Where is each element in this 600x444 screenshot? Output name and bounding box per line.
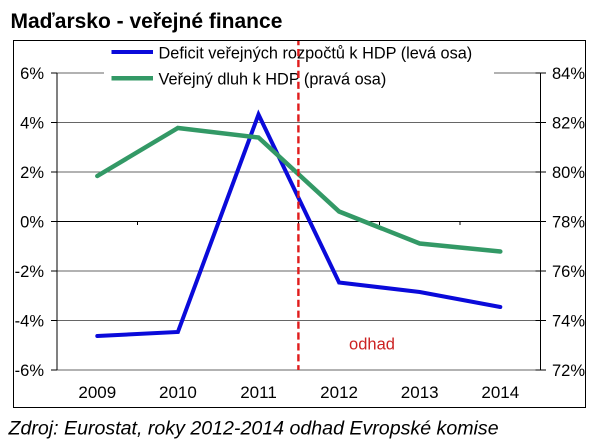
svg-text:Maďarsko - veřejné finance: Maďarsko - veřejné finance — [11, 10, 283, 33]
svg-text:6%: 6% — [20, 65, 44, 83]
svg-text:-2%: -2% — [15, 263, 45, 281]
svg-text:74%: 74% — [552, 313, 585, 331]
svg-text:82%: 82% — [552, 115, 585, 133]
svg-text:78%: 78% — [552, 214, 585, 232]
svg-text:Zdroj: Eurostat, roky 2012-201: Zdroj: Eurostat, roky 2012-2014 odhad Ev… — [8, 418, 499, 440]
svg-text:2010: 2010 — [159, 383, 197, 402]
svg-text:72%: 72% — [552, 362, 585, 380]
svg-text:76%: 76% — [552, 263, 585, 281]
svg-text:2%: 2% — [20, 164, 44, 182]
svg-text:84%: 84% — [552, 65, 585, 83]
svg-text:-6%: -6% — [15, 362, 45, 380]
svg-text:Deficit veřejných rozpočtů k H: Deficit veřejných rozpočtů k HDP (levá o… — [159, 44, 473, 62]
svg-text:2012: 2012 — [320, 383, 358, 402]
svg-text:2011: 2011 — [240, 383, 277, 402]
svg-text:odhad: odhad — [349, 336, 395, 354]
svg-text:Veřejný dluh k HDP (pravá osa): Veřejný dluh k HDP (pravá osa) — [159, 70, 387, 88]
svg-text:2013: 2013 — [401, 383, 439, 402]
svg-text:80%: 80% — [552, 164, 585, 182]
svg-text:4%: 4% — [20, 115, 44, 133]
svg-text:0%: 0% — [20, 214, 44, 232]
svg-text:-4%: -4% — [15, 313, 45, 331]
svg-text:2009: 2009 — [78, 383, 116, 402]
svg-text:2014: 2014 — [481, 383, 519, 402]
